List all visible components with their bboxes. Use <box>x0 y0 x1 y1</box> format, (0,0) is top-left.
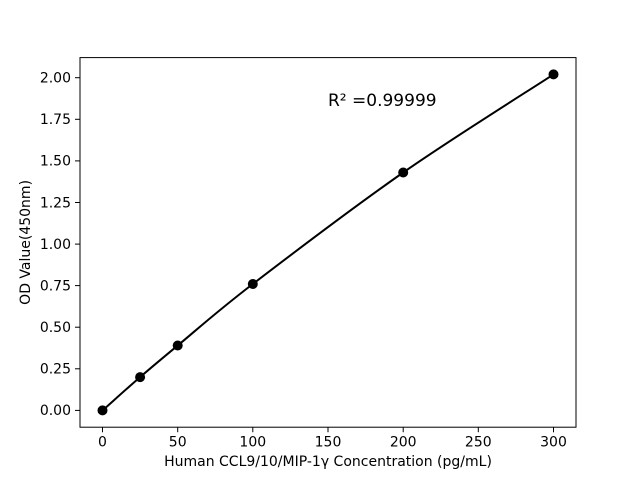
data-point <box>247 279 258 289</box>
x-tick-label: 0 <box>98 435 107 451</box>
y-tick-label: 0.25 <box>40 362 71 378</box>
y-tick-label: 0.75 <box>40 278 71 294</box>
data-point <box>548 69 559 80</box>
x-tick-label: 100 <box>239 435 266 451</box>
y-tick-label: 2.00 <box>40 71 71 87</box>
y-tick-label: 1.75 <box>40 112 71 128</box>
y-tick-label: 1.00 <box>40 237 71 253</box>
data-point <box>135 372 146 383</box>
y-tick-label: 0.00 <box>40 403 71 419</box>
plot-area <box>79 57 577 428</box>
data-point <box>398 167 409 178</box>
data-point <box>97 405 108 416</box>
y-tick-label: 1.25 <box>40 195 71 211</box>
data-point <box>172 340 183 351</box>
x-tick-label: 50 <box>169 435 187 451</box>
x-tick-label: 300 <box>540 435 567 451</box>
y-tick-label: 1.50 <box>40 154 71 170</box>
data-curve <box>101 73 555 412</box>
y-tick-label: 0.50 <box>40 320 71 336</box>
x-tick-label: 200 <box>390 435 417 451</box>
x-axis-label: Human CCL9/10/MIP-1γ Concentration (pg/m… <box>164 454 492 470</box>
x-tick-label: 250 <box>465 435 492 451</box>
x-tick-label: 150 <box>315 435 342 451</box>
r-squared-annotation: R² =0.99999 <box>328 91 437 111</box>
y-axis-label: OD Value(450nm) <box>18 180 34 305</box>
